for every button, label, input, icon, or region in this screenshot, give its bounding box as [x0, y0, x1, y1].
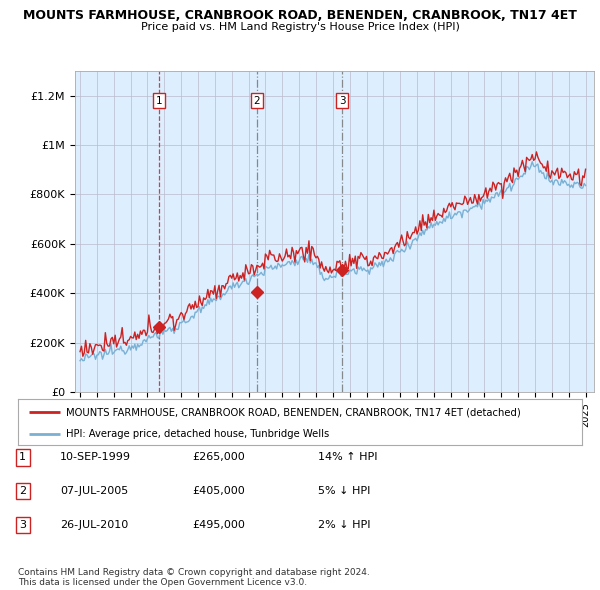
Text: 07-JUL-2005: 07-JUL-2005	[60, 486, 128, 496]
Text: 2: 2	[19, 486, 26, 496]
Text: Contains HM Land Registry data © Crown copyright and database right 2024.
This d: Contains HM Land Registry data © Crown c…	[18, 568, 370, 587]
Text: 10-SEP-1999: 10-SEP-1999	[60, 453, 131, 462]
Text: £495,000: £495,000	[192, 520, 245, 530]
Text: 2% ↓ HPI: 2% ↓ HPI	[318, 520, 371, 530]
Text: 3: 3	[19, 520, 26, 530]
Text: 1: 1	[19, 453, 26, 462]
Text: 14% ↑ HPI: 14% ↑ HPI	[318, 453, 377, 462]
Text: £265,000: £265,000	[192, 453, 245, 462]
Text: MOUNTS FARMHOUSE, CRANBROOK ROAD, BENENDEN, CRANBROOK, TN17 4ET (detached): MOUNTS FARMHOUSE, CRANBROOK ROAD, BENEND…	[66, 407, 521, 417]
Text: 5% ↓ HPI: 5% ↓ HPI	[318, 486, 370, 496]
Text: Price paid vs. HM Land Registry's House Price Index (HPI): Price paid vs. HM Land Registry's House …	[140, 22, 460, 32]
Text: MOUNTS FARMHOUSE, CRANBROOK ROAD, BENENDEN, CRANBROOK, TN17 4ET: MOUNTS FARMHOUSE, CRANBROOK ROAD, BENEND…	[23, 9, 577, 22]
Text: 26-JUL-2010: 26-JUL-2010	[60, 520, 128, 530]
Text: 1: 1	[156, 96, 163, 106]
Text: HPI: Average price, detached house, Tunbridge Wells: HPI: Average price, detached house, Tunb…	[66, 429, 329, 439]
Text: £405,000: £405,000	[192, 486, 245, 496]
Text: 2: 2	[254, 96, 260, 106]
Text: 3: 3	[339, 96, 346, 106]
